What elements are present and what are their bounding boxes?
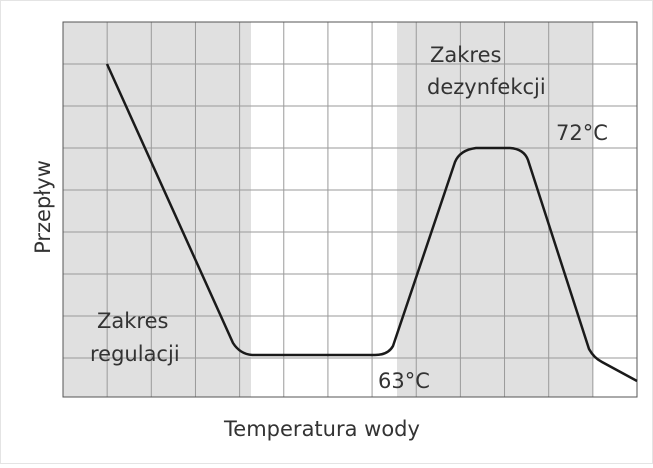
x-axis-label: Temperatura wody bbox=[223, 417, 420, 441]
regulation-region bbox=[63, 22, 251, 397]
disinfection-label: Zakres bbox=[430, 43, 501, 67]
temp-high-label: 72°C bbox=[556, 121, 608, 145]
temp-low-label: 63°C bbox=[378, 369, 430, 393]
regulation-label: regulacji bbox=[90, 342, 180, 366]
plot-border bbox=[62, 21, 638, 398]
flow-curve bbox=[105, 63, 638, 383]
disinfection-region bbox=[397, 22, 593, 397]
disinfection-label: dezynfekcji bbox=[427, 75, 546, 99]
grid bbox=[63, 22, 637, 397]
regulation-label: Zakres bbox=[97, 309, 168, 333]
y-axis-label: Przepływ bbox=[31, 160, 55, 254]
